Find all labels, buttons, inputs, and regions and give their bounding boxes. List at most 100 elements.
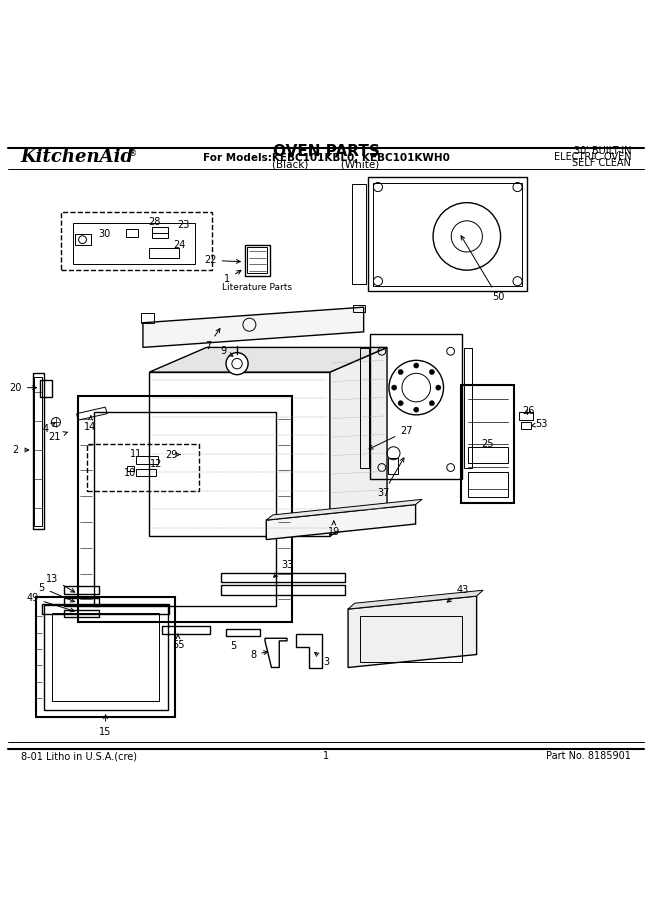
Text: 11: 11: [130, 449, 143, 459]
Text: 12: 12: [150, 459, 162, 469]
Bar: [136, 456, 158, 464]
Text: 22: 22: [204, 256, 241, 266]
Bar: [36, 597, 175, 717]
Text: 37: 37: [377, 458, 404, 499]
Text: 5: 5: [38, 582, 74, 602]
Text: 30' BUILT-IN: 30' BUILT-IN: [574, 147, 631, 157]
Text: 43: 43: [447, 585, 468, 602]
Bar: [374, 183, 522, 285]
Bar: [245, 245, 269, 276]
Text: 13: 13: [46, 573, 75, 592]
Bar: [152, 227, 168, 239]
Bar: [360, 616, 462, 662]
Circle shape: [429, 400, 434, 406]
Bar: [95, 412, 276, 606]
Text: 20: 20: [10, 382, 37, 392]
Bar: [467, 472, 508, 497]
Text: 29: 29: [166, 449, 181, 460]
Text: 7: 7: [205, 328, 220, 351]
Text: OVEN PARTS: OVEN PARTS: [273, 144, 379, 159]
Text: SELF CLEAN: SELF CLEAN: [572, 158, 631, 168]
Text: 5: 5: [231, 641, 237, 651]
Bar: [248, 248, 267, 274]
Bar: [42, 604, 169, 614]
Circle shape: [436, 385, 441, 391]
Text: 21: 21: [48, 432, 67, 442]
Polygon shape: [266, 500, 422, 520]
Text: 28: 28: [148, 217, 160, 227]
Bar: [389, 458, 398, 474]
Bar: [368, 177, 527, 291]
Text: 4: 4: [42, 423, 55, 434]
Circle shape: [392, 385, 397, 391]
Bar: [64, 586, 99, 594]
Polygon shape: [149, 347, 387, 372]
Text: Literature Parts: Literature Parts: [222, 284, 292, 292]
Circle shape: [398, 400, 403, 406]
Text: 24: 24: [173, 240, 185, 250]
Bar: [370, 334, 462, 479]
Polygon shape: [348, 590, 483, 609]
Text: 19: 19: [328, 521, 340, 536]
Text: 53: 53: [531, 419, 548, 429]
Bar: [78, 396, 292, 622]
Text: 15: 15: [99, 715, 111, 737]
Text: 2: 2: [12, 445, 29, 455]
Polygon shape: [330, 347, 387, 536]
Text: 26: 26: [522, 406, 535, 416]
Bar: [361, 348, 369, 468]
Bar: [126, 465, 134, 471]
Text: ELECTRIC OVEN: ELECTRIC OVEN: [554, 152, 631, 162]
Text: (Black)          (White): (Black) (White): [273, 159, 379, 169]
Bar: [149, 248, 179, 257]
Text: 33: 33: [274, 560, 293, 577]
Bar: [141, 313, 154, 323]
Bar: [64, 609, 99, 617]
Circle shape: [226, 353, 248, 374]
Bar: [467, 447, 508, 463]
Bar: [64, 598, 99, 606]
Bar: [73, 223, 195, 264]
Circle shape: [429, 369, 434, 374]
Text: 3: 3: [315, 652, 329, 667]
Bar: [136, 470, 156, 476]
Bar: [353, 304, 365, 312]
Text: Part No. 8185901: Part No. 8185901: [546, 752, 631, 761]
Bar: [521, 422, 531, 428]
Bar: [461, 385, 514, 503]
Text: 9: 9: [220, 346, 233, 356]
Bar: [44, 605, 168, 710]
Bar: [61, 212, 212, 269]
Text: KitchenAid: KitchenAid: [21, 148, 134, 166]
Polygon shape: [348, 596, 477, 668]
Bar: [87, 445, 199, 491]
Text: 1: 1: [323, 752, 329, 761]
Bar: [52, 613, 159, 701]
Text: 30: 30: [98, 230, 110, 239]
Text: 49: 49: [27, 593, 74, 612]
Text: 1: 1: [224, 270, 241, 284]
Bar: [221, 585, 346, 595]
Text: 8: 8: [250, 650, 268, 660]
Text: ®: ®: [129, 149, 138, 158]
Bar: [352, 184, 366, 284]
Text: 25: 25: [481, 438, 494, 448]
Text: 50: 50: [461, 236, 504, 302]
Text: 10: 10: [124, 468, 136, 479]
Circle shape: [398, 369, 403, 374]
Text: 55: 55: [171, 634, 185, 650]
Bar: [162, 626, 211, 634]
Polygon shape: [143, 307, 364, 347]
Bar: [149, 372, 330, 536]
Bar: [519, 412, 533, 420]
Bar: [35, 376, 42, 526]
Bar: [40, 380, 52, 397]
Bar: [226, 628, 259, 636]
Text: 14: 14: [83, 416, 96, 432]
Text: For Models:KEBC101KBL0, KEBC101KWH0: For Models:KEBC101KBL0, KEBC101KWH0: [203, 153, 449, 163]
Bar: [221, 572, 346, 582]
Bar: [75, 234, 91, 246]
Text: 27: 27: [369, 426, 413, 449]
Text: 23: 23: [177, 220, 189, 230]
Polygon shape: [266, 505, 415, 540]
